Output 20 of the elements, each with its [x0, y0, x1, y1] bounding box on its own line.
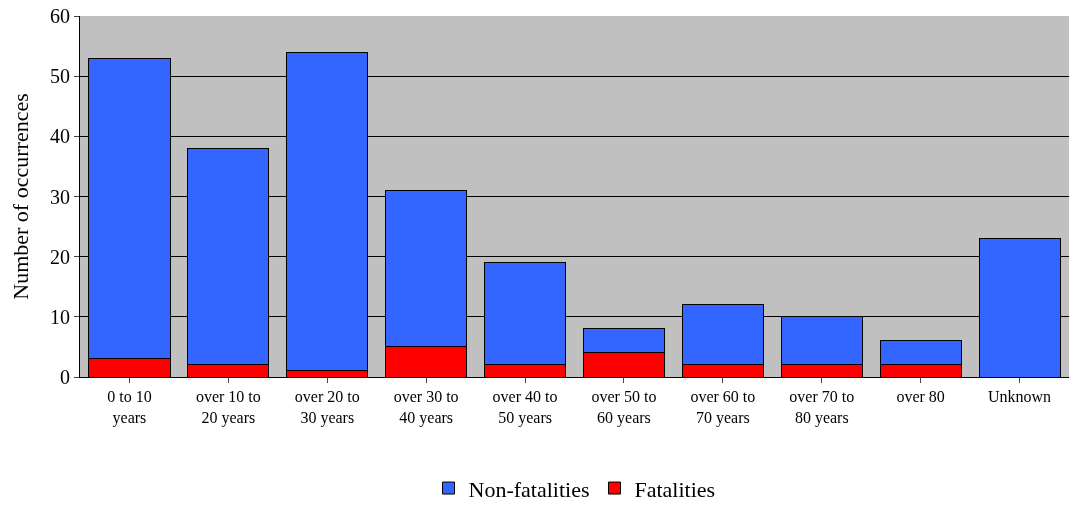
y-tick-label: 10 — [50, 305, 70, 328]
x-tick-label: Unknown — [988, 388, 1052, 406]
x-tick-label: over 10 to 20 years — [195, 388, 261, 427]
legend-label: Fatalities — [634, 476, 716, 502]
y-tick-label: 40 — [50, 125, 70, 148]
y-tick-label: 20 — [50, 245, 70, 268]
x-tick-label: over 40 to 50 years — [492, 388, 558, 427]
x-tick-label: over 70 to 80 years — [789, 388, 855, 427]
y-tick-label: 50 — [50, 65, 70, 88]
x-tick-label: over 60 to 70 years — [690, 388, 756, 427]
y-axis-title: Number of occurrences — [7, 93, 33, 300]
x-tick-label: over 80 — [896, 388, 945, 406]
y-tick-label: 60 — [50, 5, 70, 27]
x-tick-label: 0 to 10 years — [107, 388, 152, 427]
x-tick-label: over 50 to 60 years — [591, 388, 657, 427]
y-tick-label: 30 — [50, 185, 70, 208]
x-tick-label: over 20 to 30 years — [294, 388, 360, 427]
y-tick-label: 0 — [60, 366, 70, 388]
legend-label: Non-fatalities — [468, 476, 590, 502]
x-tick-label: over 30 to 40 years — [393, 388, 459, 427]
